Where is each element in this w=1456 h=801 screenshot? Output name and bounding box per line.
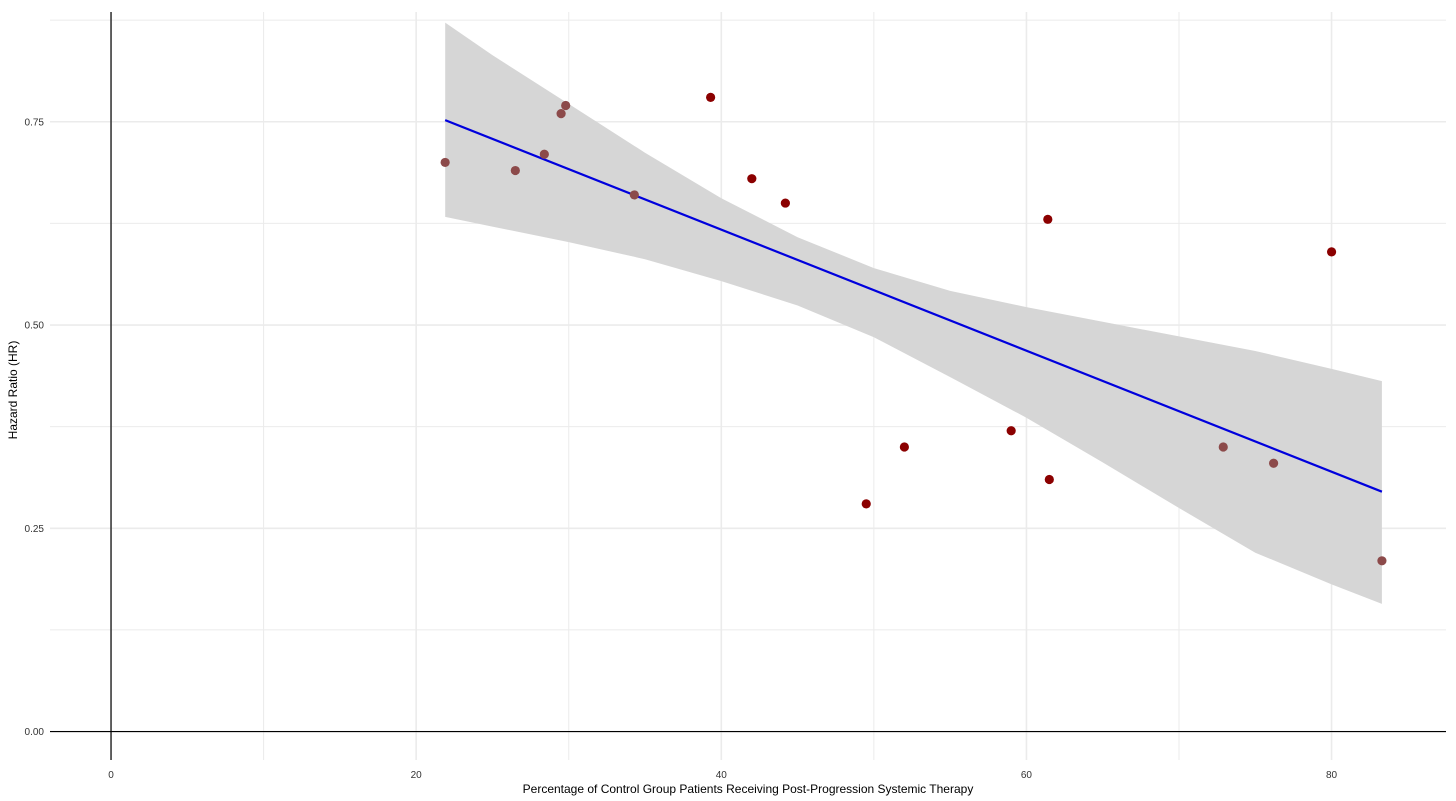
regression-line [444, 119, 1383, 493]
y-tick-label: 0.00 [25, 727, 45, 738]
data-point [1006, 426, 1016, 436]
data-point [561, 100, 571, 111]
x-tick-label: 20 [411, 770, 423, 781]
fit-line-layer [444, 119, 1383, 493]
data-point [510, 165, 520, 176]
y-tick-label: 0.75 [25, 117, 45, 128]
x-axis-title: Percentage of Control Group Patients Rec… [523, 782, 974, 796]
axis-layer [50, 12, 1446, 760]
tick-labels-layer: 0 20 40 60 80 0.00 0.25 0.50 0.75 [25, 117, 1338, 781]
confidence-band [445, 22, 1382, 604]
data-point [1268, 458, 1279, 468]
data-point [1326, 247, 1337, 257]
data-point [1044, 474, 1054, 485]
x-tick-label: 40 [716, 770, 728, 781]
x-tick-label: 0 [108, 770, 114, 781]
data-point [1043, 214, 1053, 224]
y-axis-title: Hazard Ratio (HR) [6, 341, 20, 440]
x-tick-label: 60 [1021, 770, 1033, 781]
data-point [539, 149, 549, 159]
data-point [899, 442, 909, 452]
data-point [706, 92, 716, 102]
y-tick-label: 0.50 [25, 321, 45, 332]
data-point [1377, 556, 1387, 566]
data-point [747, 174, 757, 184]
data-point [629, 190, 639, 200]
data-point [1218, 442, 1228, 452]
y-tick-label: 0.25 [25, 524, 45, 535]
data-point [780, 198, 790, 208]
confidence-band-layer [445, 22, 1382, 604]
points-layer [440, 92, 1387, 566]
data-point [440, 157, 450, 168]
x-tick-label: 80 [1326, 770, 1338, 781]
data-point [861, 499, 871, 509]
data-point [556, 109, 566, 119]
